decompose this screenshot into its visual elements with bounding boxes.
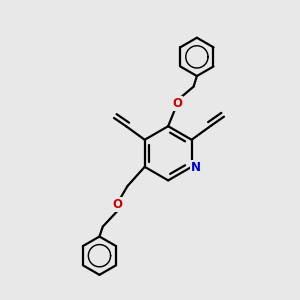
Text: N: N (190, 161, 201, 174)
Text: O: O (172, 97, 182, 110)
Text: O: O (112, 198, 123, 211)
